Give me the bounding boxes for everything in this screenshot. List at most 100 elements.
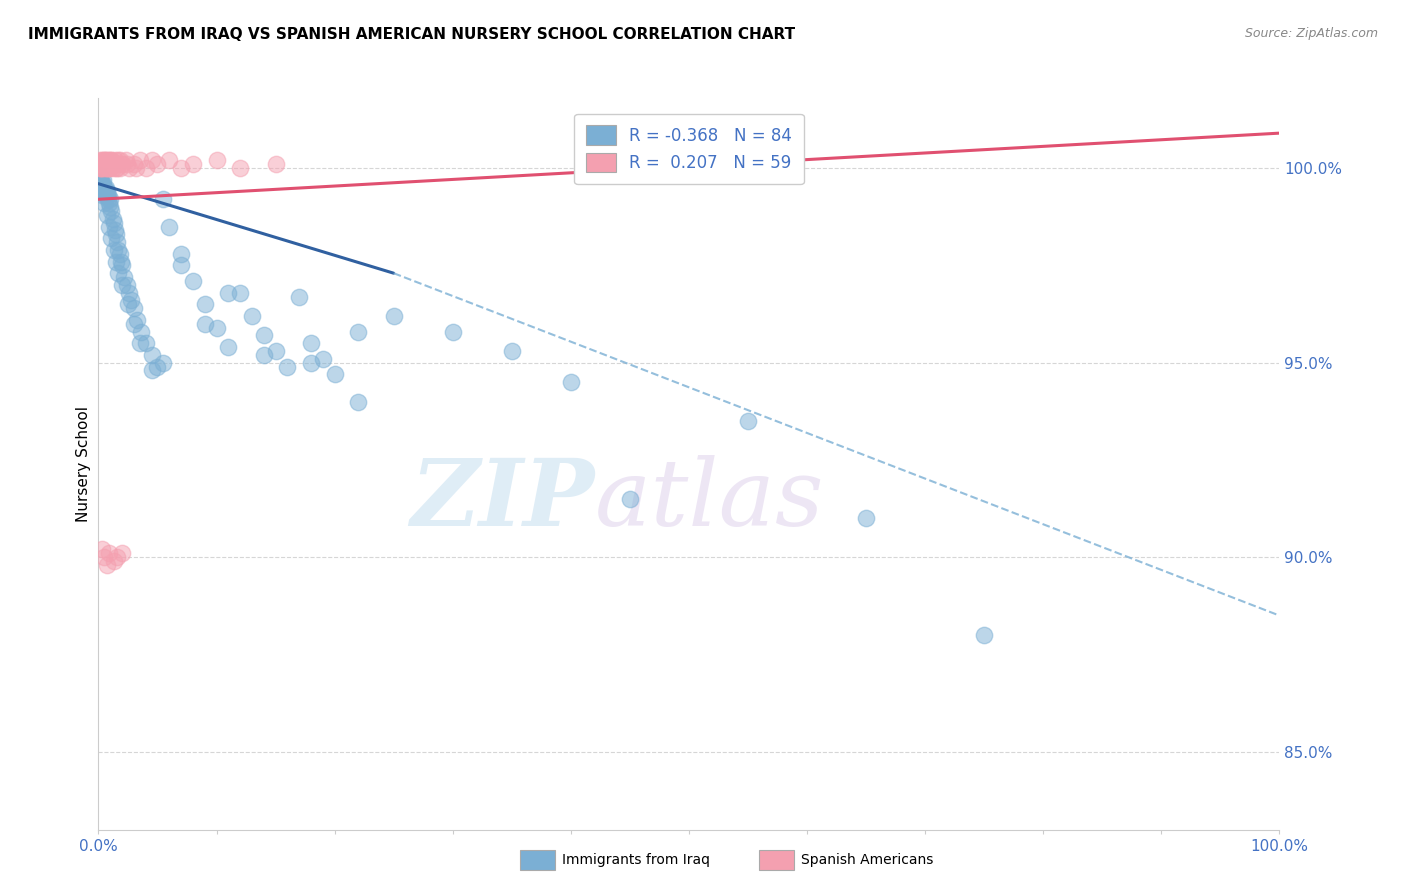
- Point: [94, 185, 117, 199]
- Point: [157, 153, 180, 168]
- Point: [98, 219, 121, 234]
- Text: Spanish Americans: Spanish Americans: [801, 853, 934, 867]
- Point: [107, 266, 129, 280]
- Point: [105, 157, 128, 171]
- Point: [217, 285, 239, 300]
- Point: [229, 161, 252, 176]
- Point: [112, 270, 135, 285]
- Point: [94, 161, 117, 176]
- Point: [93, 153, 115, 168]
- Y-axis label: Nursery School: Nursery School: [76, 406, 91, 522]
- Point: [97, 188, 120, 202]
- Point: [323, 368, 346, 382]
- Point: [276, 359, 298, 374]
- Point: [122, 301, 145, 316]
- Point: [194, 297, 217, 311]
- Point: [103, 157, 125, 171]
- Point: [90, 161, 112, 176]
- Point: [100, 231, 122, 245]
- Point: [115, 157, 138, 171]
- Point: [93, 196, 115, 211]
- Point: [93, 180, 115, 194]
- Point: [253, 348, 276, 362]
- Point: [98, 157, 121, 171]
- Point: [117, 297, 139, 311]
- Text: IMMIGRANTS FROM IRAQ VS SPANISH AMERICAN NURSERY SCHOOL CORRELATION CHART: IMMIGRANTS FROM IRAQ VS SPANISH AMERICAN…: [28, 27, 796, 42]
- Point: [96, 558, 118, 572]
- Point: [90, 177, 112, 191]
- Point: [96, 161, 118, 176]
- Point: [91, 188, 114, 202]
- Point: [108, 246, 131, 260]
- Point: [93, 153, 115, 168]
- Point: [217, 340, 239, 354]
- Point: [89, 153, 111, 168]
- Point: [108, 161, 131, 176]
- Point: [91, 177, 114, 191]
- Point: [170, 161, 193, 176]
- Point: [91, 173, 114, 187]
- Point: [312, 351, 335, 366]
- Point: [98, 196, 121, 211]
- Point: [103, 157, 125, 171]
- Point: [122, 317, 145, 331]
- Point: [111, 157, 134, 171]
- Point: [90, 157, 112, 171]
- Point: [90, 161, 112, 176]
- Text: atlas: atlas: [595, 456, 824, 545]
- Point: [501, 344, 523, 359]
- Point: [104, 223, 127, 237]
- Point: [91, 542, 114, 557]
- Point: [105, 161, 128, 176]
- Point: [105, 227, 128, 242]
- Point: [170, 246, 193, 260]
- Point: [94, 157, 117, 171]
- Point: [100, 153, 122, 168]
- Point: [105, 161, 128, 176]
- Point: [141, 153, 163, 168]
- Point: [97, 161, 120, 176]
- Point: [96, 153, 118, 168]
- Point: [111, 277, 134, 292]
- Legend: R = -0.368   N = 84, R =  0.207   N = 59: R = -0.368 N = 84, R = 0.207 N = 59: [574, 114, 804, 184]
- Point: [107, 243, 129, 257]
- Point: [91, 157, 114, 171]
- Point: [98, 161, 121, 176]
- Point: [128, 336, 150, 351]
- Point: [382, 309, 405, 323]
- Point: [152, 356, 174, 370]
- Point: [96, 188, 118, 202]
- Point: [93, 157, 115, 171]
- Point: [299, 336, 322, 351]
- Point: [98, 200, 121, 214]
- Point: [96, 185, 118, 199]
- Point: [115, 277, 138, 292]
- Point: [100, 203, 122, 218]
- Point: [98, 153, 121, 168]
- Point: [264, 344, 287, 359]
- Point: [141, 363, 163, 377]
- Point: [94, 157, 117, 171]
- Point: [141, 348, 163, 362]
- Point: [205, 153, 228, 168]
- Point: [101, 161, 124, 176]
- Point: [152, 192, 174, 206]
- Point: [89, 161, 111, 176]
- Text: Source: ZipAtlas.com: Source: ZipAtlas.com: [1244, 27, 1378, 40]
- Point: [299, 356, 322, 370]
- Point: [110, 254, 132, 268]
- Point: [441, 325, 464, 339]
- Point: [93, 550, 115, 565]
- Point: [118, 161, 141, 176]
- Text: Immigrants from Iraq: Immigrants from Iraq: [562, 853, 710, 867]
- Point: [135, 161, 157, 176]
- Point: [104, 153, 127, 168]
- Point: [90, 173, 112, 187]
- Point: [98, 546, 121, 560]
- Point: [129, 325, 152, 339]
- Point: [347, 325, 370, 339]
- Point: [135, 336, 157, 351]
- Point: [105, 254, 128, 268]
- Point: [737, 414, 759, 428]
- Point: [127, 313, 149, 327]
